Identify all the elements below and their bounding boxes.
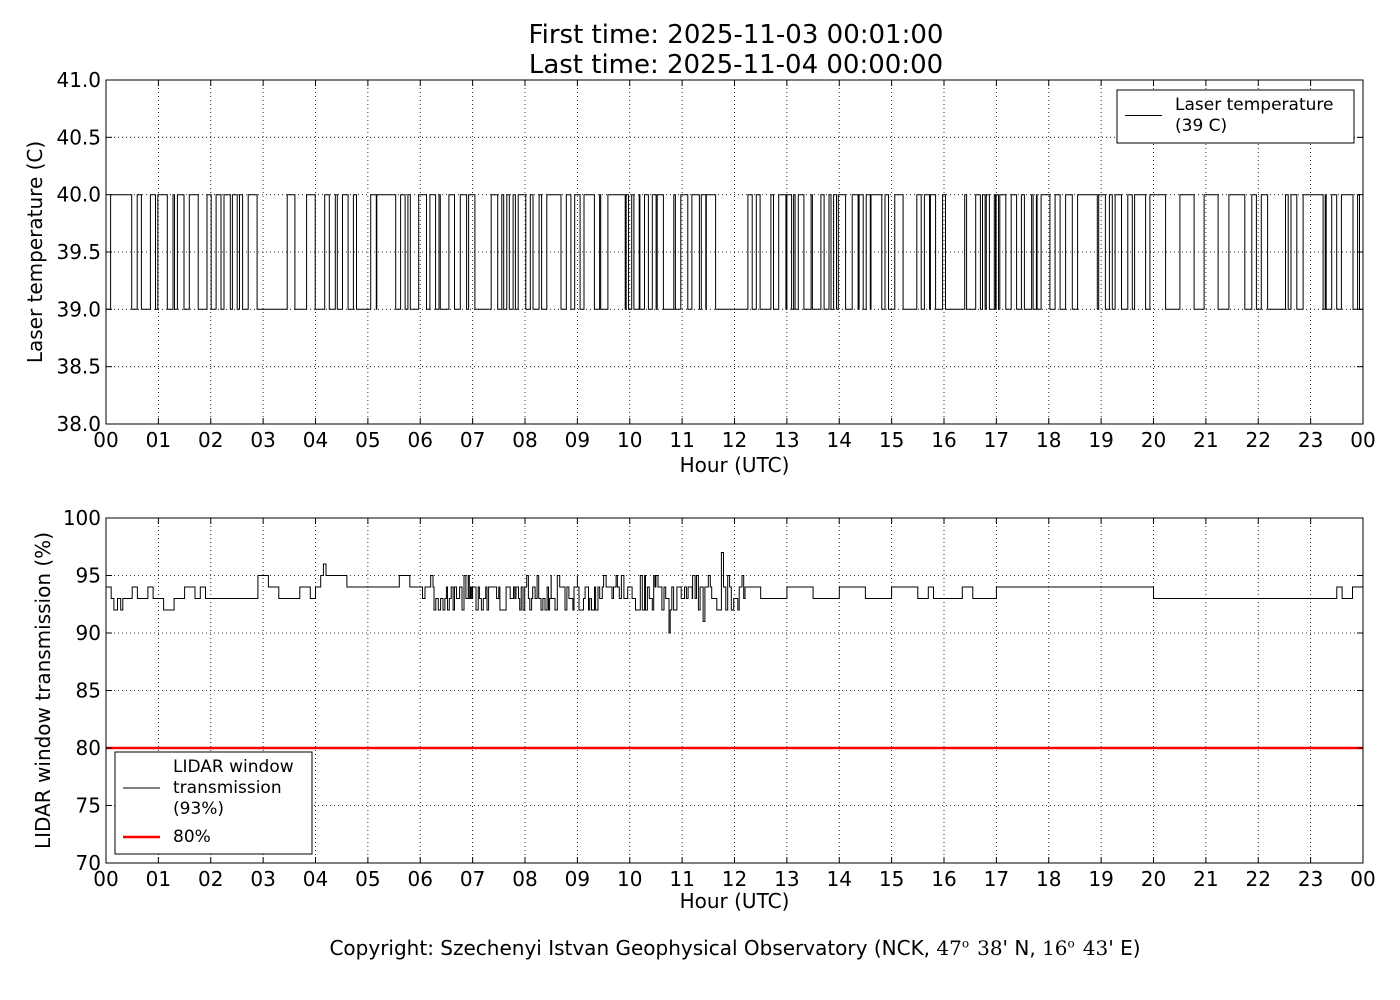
x-tick-label: 17 xyxy=(984,867,1009,891)
copyright-text: Copyright: Szechenyi Istvan Geophysical … xyxy=(329,936,937,960)
y-tick-label: 41.0 xyxy=(56,68,101,92)
x-tick-label: 21 xyxy=(1193,428,1218,452)
y-tick-label: 100 xyxy=(63,506,101,530)
longitude-degree-mark: o xyxy=(1067,936,1075,951)
legend-label: transmission xyxy=(173,778,282,798)
x-tick-label: 22 xyxy=(1246,867,1271,891)
y-tick-label: 85 xyxy=(76,679,101,703)
laser-temperature-line xyxy=(106,194,1363,310)
x-tick-label: 11 xyxy=(669,867,694,891)
x-tick-label: 07 xyxy=(460,867,485,891)
x-tick-label: 00 xyxy=(1350,867,1375,891)
y-tick-label: 90 xyxy=(76,621,101,645)
y-tick-label: 95 xyxy=(76,564,101,588)
x-tick-label: 02 xyxy=(198,428,223,452)
x-tick-label: 04 xyxy=(303,428,328,452)
x-tick-label: 10 xyxy=(617,428,642,452)
x-tick-label: 11 xyxy=(669,428,694,452)
x-tick-label: 10 xyxy=(617,867,642,891)
copyright-footer: Copyright: Szechenyi Istvan Geophysical … xyxy=(0,936,1400,960)
longitude-suffix: ' E) xyxy=(1108,936,1141,960)
y-tick-label: 40.5 xyxy=(56,125,101,149)
x-tick-label: 07 xyxy=(460,428,485,452)
x-tick-label: 02 xyxy=(198,867,223,891)
latitude-degree-mark: o xyxy=(961,936,970,951)
x-tick-label: 21 xyxy=(1193,867,1218,891)
x-tick-label: 09 xyxy=(565,428,590,452)
x-tick-label: 18 xyxy=(1036,428,1061,452)
x-tick-label: 00 xyxy=(1350,428,1375,452)
x-tick-label: 09 xyxy=(565,867,590,891)
lidar-transmission-line xyxy=(106,552,1363,634)
x-tick-label: 14 xyxy=(827,867,852,891)
legend-box xyxy=(1116,89,1355,144)
x-tick-label: 20 xyxy=(1141,867,1166,891)
x-tick-label: 06 xyxy=(408,428,433,452)
x-tick-label: 01 xyxy=(146,428,171,452)
y-tick-label: 80 xyxy=(76,736,101,760)
x-tick-label: 01 xyxy=(146,867,171,891)
x-tick-label: 05 xyxy=(355,867,380,891)
first-time-title: First time: 2025-11-03 00:01:00 xyxy=(529,20,944,50)
x-tick-label: 00 xyxy=(93,867,118,891)
legend: Laser temperature(39 C) xyxy=(1116,89,1355,144)
y-tick-label: 38.5 xyxy=(56,355,101,379)
y-tick-label: 39.0 xyxy=(56,297,101,321)
x-tick-label: 03 xyxy=(250,428,275,452)
x-tick-label: 04 xyxy=(303,867,328,891)
longitude-degrees: 16 xyxy=(1042,936,1068,960)
legend-label: 80% xyxy=(173,827,211,847)
x-tick-label: 19 xyxy=(1088,428,1113,452)
x-tick-label: 12 xyxy=(722,867,747,891)
x-tick-label: 23 xyxy=(1298,428,1323,452)
chart-title: First time: 2025-11-03 00:01:00 Last tim… xyxy=(529,20,944,80)
longitude-minutes: 43 xyxy=(1082,936,1109,960)
x-axis-label: Hour (UTC) xyxy=(680,889,790,913)
x-tick-label: 13 xyxy=(774,867,799,891)
laser-temperature-panel: 00 01 02 03 04 05 06 07 08 09 10 11 12 13 14 15 16 17 18 19… xyxy=(23,68,1376,477)
x-tick-label: 08 xyxy=(512,867,537,891)
series-group xyxy=(106,552,1363,750)
x-tick-label: 16 xyxy=(931,428,956,452)
y-tick-label: 39.5 xyxy=(56,240,101,264)
y-tick-label: 40.0 xyxy=(56,183,101,207)
legend-label: LIDAR window xyxy=(173,757,294,777)
y-tick-label: 38.0 xyxy=(56,412,101,436)
lidar-transmission-panel: 00 01 02 03 04 05 06 07 08 09 10 11 12 13 14 15 16 17 18 19… xyxy=(31,506,1376,913)
latitude-degrees: 47 xyxy=(936,936,962,960)
x-tick-label: 00 xyxy=(93,428,118,452)
x-tick-label: 05 xyxy=(355,428,380,452)
legend-label: Laser temperature xyxy=(1175,95,1333,115)
y-tick-label: 70 xyxy=(76,851,101,875)
x-tick-label: 12 xyxy=(722,428,747,452)
x-tick-label: 06 xyxy=(408,867,433,891)
x-tick-label: 15 xyxy=(879,867,904,891)
series-group xyxy=(106,194,1363,310)
y-axis-label: LIDAR window transmission (%) xyxy=(31,532,55,849)
last-time-title: Last time: 2025-11-04 00:00:00 xyxy=(529,50,943,80)
latitude-minutes: 38 xyxy=(977,936,1003,960)
x-tick-label: 03 xyxy=(250,867,275,891)
x-tick-label: 14 xyxy=(827,428,852,452)
x-tick-label: 23 xyxy=(1298,867,1323,891)
x-tick-label: 19 xyxy=(1088,867,1113,891)
x-tick-label: 18 xyxy=(1036,867,1061,891)
y-tick-label: 75 xyxy=(76,794,101,818)
x-tick-label: 08 xyxy=(512,428,537,452)
x-tick-label: 22 xyxy=(1246,428,1271,452)
x-tick-label: 20 xyxy=(1141,428,1166,452)
x-tick-label: 17 xyxy=(984,428,1009,452)
legend-label: (93%) xyxy=(173,799,224,819)
latitude-suffix: ' N, xyxy=(1002,936,1043,960)
x-axis-label: Hour (UTC) xyxy=(680,453,790,477)
x-tick-label: 13 xyxy=(774,428,799,452)
x-tick-label: 16 xyxy=(931,867,956,891)
x-tick-label: 15 xyxy=(879,428,904,452)
y-axis-label: Laser temperature (C) xyxy=(23,141,47,363)
legend-label: (39 C) xyxy=(1175,116,1227,136)
